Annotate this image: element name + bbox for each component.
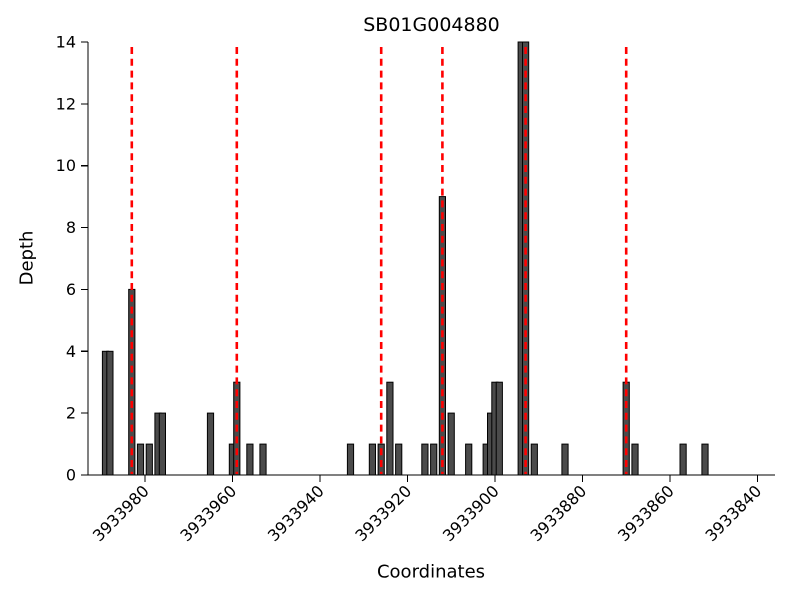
y-tick-label: 14: [56, 33, 76, 52]
depth-bar: [465, 443, 473, 476]
depth-bar: [386, 381, 394, 476]
y-tick-label: 4: [66, 342, 76, 361]
depth-bar: [395, 443, 403, 476]
y-tick-label: 8: [66, 218, 76, 237]
x-tick-label: 3933900: [439, 481, 503, 545]
x-tick-label: 3933860: [614, 481, 678, 545]
depth-bar: [106, 350, 114, 476]
y-tick-label: 0: [66, 466, 76, 485]
x-tick-label: 3933940: [264, 481, 328, 545]
depth-bar: [259, 443, 267, 476]
depth-bar: [368, 443, 376, 476]
x-tick-label: 3933960: [176, 481, 240, 545]
x-tick-label: 3933880: [527, 481, 591, 545]
depth-bar: [145, 443, 153, 476]
y-tick-label: 6: [66, 280, 76, 299]
depth-bar: [206, 412, 215, 476]
y-tick-label: 12: [56, 94, 76, 113]
y-tick-label: 2: [66, 404, 76, 423]
depth-bar: [430, 443, 438, 476]
x-axis-label: Coordinates: [376, 561, 486, 583]
x-tick-label: 3933980: [89, 481, 153, 545]
y-tick-label: 10: [56, 156, 76, 175]
x-tick-label: 3933920: [351, 481, 415, 545]
depth-bar: [701, 443, 709, 476]
depth-bar: [447, 412, 455, 476]
depth-bar: [246, 443, 254, 476]
depth-bar: [495, 381, 503, 476]
depth-bar: [561, 443, 569, 476]
depth-bar: [136, 443, 145, 476]
depth-bar: [679, 443, 687, 476]
depth-bar: [631, 443, 639, 476]
x-tick-label: 3933840: [702, 481, 766, 545]
depth-bar: [530, 443, 538, 476]
depth-bar: [346, 443, 355, 476]
chart-title: SB01G004880: [363, 14, 500, 36]
depth-bar: [421, 443, 429, 476]
depth-bar: [158, 412, 167, 476]
